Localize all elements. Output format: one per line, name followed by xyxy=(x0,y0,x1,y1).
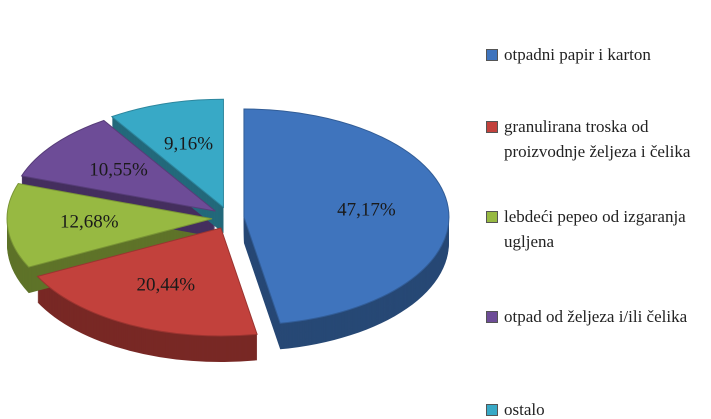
slice xyxy=(20,119,216,212)
legend-entry: otpadni papir i karton xyxy=(484,42,706,67)
legend-entry: lebdeći pepeo od izgaranja ugljena xyxy=(484,204,706,254)
data-label: 12,68% xyxy=(60,211,119,232)
data-label: 47,17% xyxy=(337,200,396,221)
data-label: 9,16% xyxy=(164,133,213,154)
legend-swatch xyxy=(486,404,498,416)
slice xyxy=(36,227,258,337)
legend-swatch xyxy=(486,211,498,223)
legend-entry: granulirana troska od proizvodnje željez… xyxy=(484,114,706,164)
legend-swatch xyxy=(486,49,498,61)
legend-label: lebdeći pepeo od izgaranja ugljena xyxy=(504,207,686,251)
legend-swatch xyxy=(486,121,498,133)
legend-label: otpadni papir i karton xyxy=(504,45,651,64)
slice xyxy=(243,108,450,324)
data-label: 10,55% xyxy=(89,160,148,181)
legend-label: ostalo xyxy=(504,400,545,419)
slice xyxy=(110,98,224,209)
legend-label: granulirana troska od proizvodnje željez… xyxy=(504,117,691,161)
legend-entry: otpad od željeza i/ili čelika xyxy=(484,304,706,329)
legend-swatch xyxy=(486,311,498,323)
legend-label: otpad od željeza i/ili čelika xyxy=(504,307,688,326)
slice xyxy=(6,182,213,268)
legend-entry: ostalo xyxy=(484,397,706,419)
data-label: 20,44% xyxy=(136,274,195,295)
